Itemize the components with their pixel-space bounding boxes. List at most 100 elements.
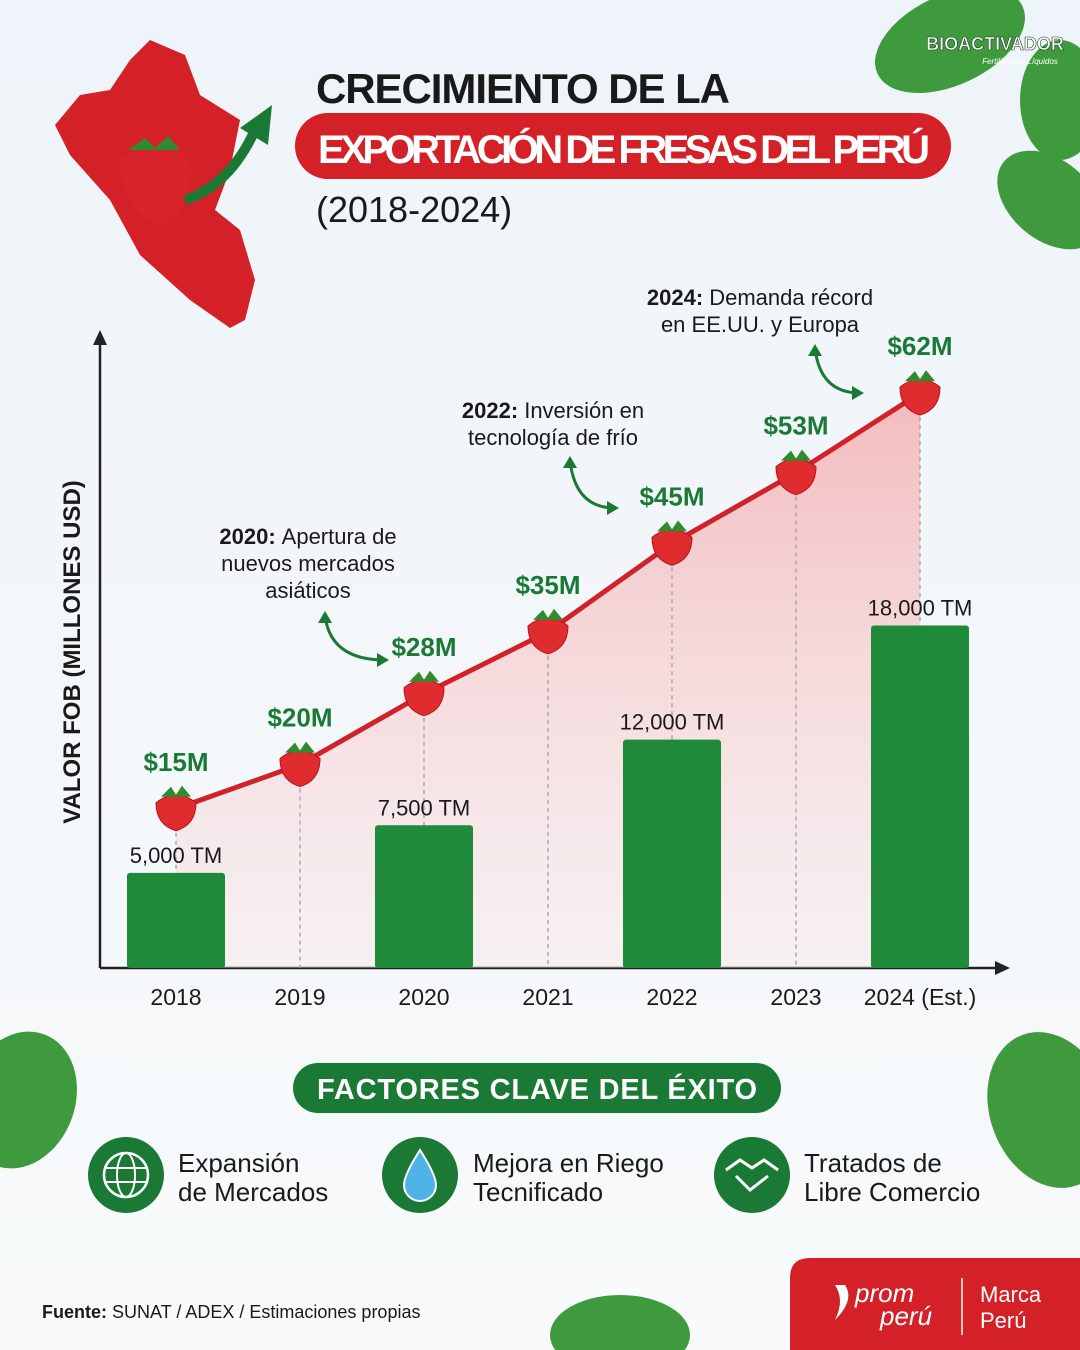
bar — [375, 825, 473, 968]
strawberry-marker — [155, 785, 197, 832]
annotation-year: 2024: — [647, 285, 703, 310]
annotation-text: Demanda récord — [709, 285, 873, 310]
strawberry-marker — [279, 741, 321, 788]
x-tick-label: 2024 (Est.) — [864, 984, 977, 1010]
annotation-arrowhead — [852, 386, 864, 400]
subtitle: (2018-2024) — [316, 189, 512, 230]
factors-pill-bg — [293, 1063, 781, 1113]
bar — [871, 625, 969, 968]
plot: 2018 2019 2020 2021 2022 2023 2024 (Est.) 5,000… — [127, 285, 976, 1010]
icon-drop — [402, 1148, 438, 1202]
y-axis-label: VALOR FOB (MILLONES USD) — [59, 480, 86, 824]
strawberry-marker — [775, 449, 817, 496]
strawberry-leaves — [905, 370, 935, 382]
annotation-arrow — [323, 614, 386, 662]
strawberry-body — [775, 458, 817, 496]
annotation-arrowhead — [377, 653, 389, 667]
x-tick-label: 2021 — [522, 984, 573, 1010]
leaf — [550, 1295, 690, 1350]
prom-line2: perú — [879, 1301, 932, 1331]
bar-value-label: 5,000 TM — [130, 843, 223, 868]
factor-text: Expansión — [178, 1148, 299, 1178]
annotation-arrowhead — [607, 501, 619, 515]
strawberry-marker — [899, 370, 941, 416]
strawberry-body — [899, 378, 941, 416]
annotation-year: 2020: — [219, 524, 275, 549]
leaf — [987, 1032, 1080, 1188]
annotation-text: nuevos mercados — [221, 551, 395, 576]
source-label: Fuente: — [42, 1302, 107, 1322]
annotation-arrowhead — [808, 344, 822, 356]
title-line2: EXPORTACIÓN DE FRESAS DEL PERÚ — [318, 126, 930, 172]
strawberry-body — [527, 617, 569, 655]
bar-value-label: 12,000 TM — [620, 710, 725, 735]
strawberry-marker — [527, 608, 569, 655]
factor-text: de Mercados — [178, 1177, 328, 1207]
factor-icons — [88, 1137, 790, 1213]
x-tick-label: 2023 — [770, 984, 821, 1010]
factor-text: Mejora en Riego — [473, 1148, 664, 1178]
strawberry-marker — [651, 520, 693, 566]
strawberry-leaves — [285, 741, 315, 753]
line-value-label: $20M — [267, 703, 332, 733]
leaf — [997, 150, 1080, 250]
annotation: 2020: Apertura de nuevos mercados asiáticos — [219, 524, 396, 603]
y-axis-arrow — [93, 330, 107, 345]
icon-globe-meridian — [116, 1152, 136, 1198]
factor-text: Libre Comercio — [804, 1177, 980, 1207]
growth-arrow — [183, 127, 260, 205]
x-axis-arrow — [995, 961, 1010, 975]
bar-value-label: 7,500 TM — [378, 795, 471, 820]
annotation-text: en EE.UU. y Europa — [661, 312, 860, 337]
leaf — [875, 0, 1025, 93]
line-value-label: $62M — [887, 331, 952, 361]
factor-text: Tecnificado — [473, 1177, 603, 1207]
strawberry-marker — [403, 670, 445, 717]
line-value-label: $28M — [391, 632, 456, 662]
strawberry-leaves — [409, 670, 439, 682]
line-value-label: $45M — [639, 481, 704, 511]
annotation-text: tecnología de frío — [468, 425, 638, 450]
source-text: SUNAT / ADEX / Estimaciones propias — [112, 1302, 420, 1322]
strawberry-leaves — [161, 785, 191, 797]
factor-text: Tratados de — [804, 1148, 942, 1178]
marca-line1: Marca — [980, 1282, 1042, 1307]
x-tick-label: 2022 — [646, 984, 697, 1010]
strawberry-icon — [120, 136, 191, 225]
icon-globe-bg — [88, 1137, 164, 1213]
strawberry-leaves — [128, 136, 180, 150]
leaf — [0, 1031, 77, 1169]
bar-value-label: 18,000 TM — [868, 595, 973, 620]
annotation-text: asiáticos — [265, 578, 351, 603]
annotation-text: Apertura de — [282, 524, 397, 549]
line-value-label: $53M — [763, 411, 828, 441]
title-pill — [295, 113, 951, 179]
strawberry-leaves — [781, 449, 811, 461]
bar — [623, 739, 721, 968]
annotation: 2024: Demanda récord en EE.UU. y Europa — [647, 285, 873, 337]
brand-tagline: Fertilizantes Líquidos — [982, 57, 1058, 66]
icon-globe-parallels — [104, 1167, 148, 1183]
line-value-label: $15M — [143, 747, 208, 777]
prom-mark — [835, 1285, 849, 1320]
source: Fuente: SUNAT / ADEX / Estimaciones prop… — [42, 1302, 420, 1322]
title-line1: CRECIMIENTO DE LA — [316, 65, 730, 112]
strawberry-leaves — [533, 608, 563, 620]
annotation-text: Inversión en — [524, 398, 644, 423]
strawberry-body — [120, 145, 191, 225]
annotation: 2022: Inversión en tecnología de frío — [462, 398, 644, 450]
strawberry-leaves — [657, 520, 687, 532]
x-tick-label: 2020 — [398, 984, 449, 1010]
annotation-arrowhead — [563, 456, 577, 468]
x-tick-label: 2019 — [274, 984, 325, 1010]
annotation-year: 2022: — [462, 398, 518, 423]
prom-line1: prom — [854, 1278, 914, 1308]
growth-arrowhead — [240, 105, 272, 145]
brand-name: BIOACTIVADOR — [926, 34, 1064, 54]
x-tick-label: 2018 — [150, 984, 201, 1010]
icon-handshake-bg — [714, 1137, 790, 1213]
